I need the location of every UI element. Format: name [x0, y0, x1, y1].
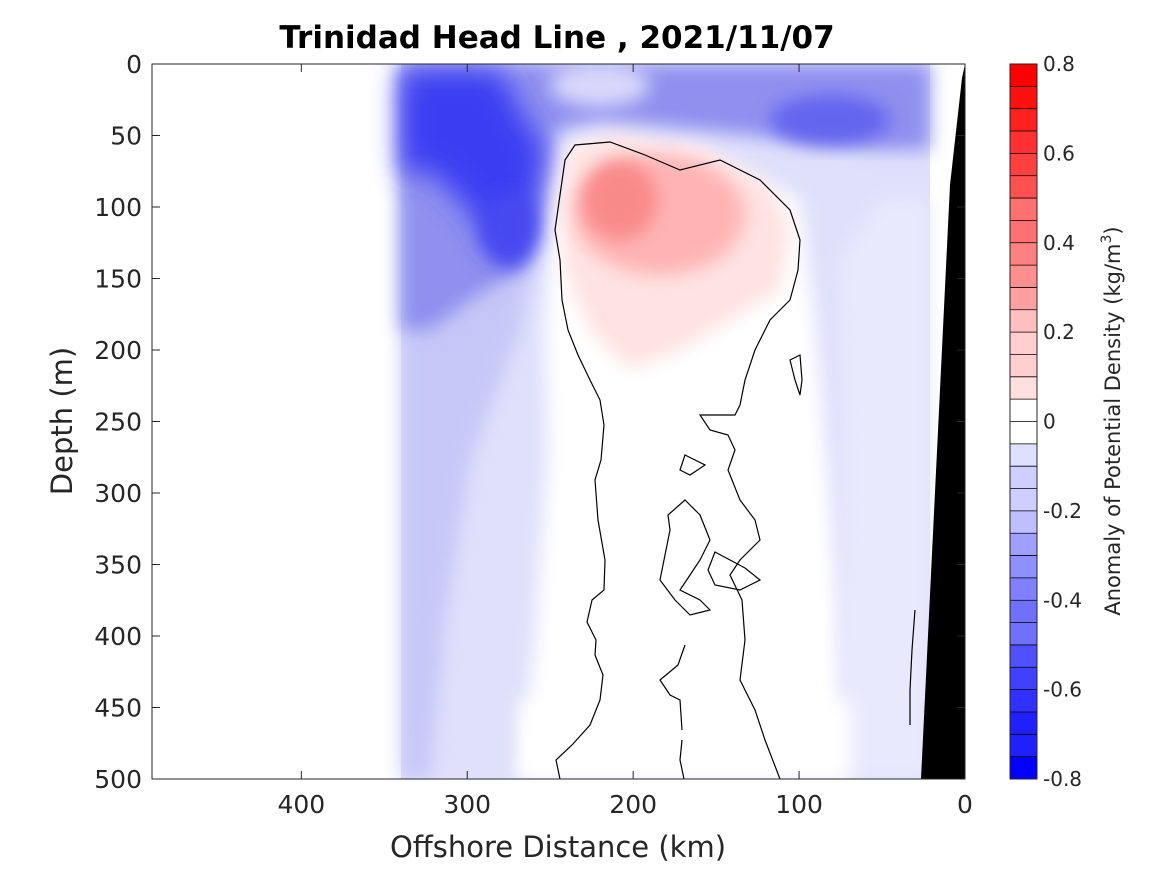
y-tick-label: 250: [94, 408, 142, 437]
colorbar-frame: [1009, 63, 1038, 780]
colorbar-segment: [1010, 131, 1037, 154]
y-tick-label: 300: [94, 479, 142, 508]
x-tick-label: 400: [277, 790, 325, 819]
colorbar: [1009, 63, 1038, 780]
colorbar-segment: [1010, 734, 1037, 758]
colorbar-label: Anomaly of Potential Density (kg/m3): [1099, 226, 1125, 615]
colorbar-segment: [1010, 421, 1037, 445]
anomaly-nearshore-negative-patch: [770, 95, 890, 145]
zero-contour-loop-1: [679, 454, 707, 476]
colorbar-segment: [1010, 466, 1037, 489]
x-tick-label: 200: [609, 790, 657, 819]
y-axis: 0 50 100 150 200 250 300 350 400 450 500: [94, 50, 965, 794]
colorbar-segment: [1010, 711, 1037, 735]
x-axis: 400 300 200 100 0: [277, 64, 973, 819]
x-tick-label: 100: [775, 790, 823, 819]
colorbar-segment: [1010, 622, 1037, 646]
colorbar-segment: [1010, 198, 1037, 221]
zero-contour-loop-2: [659, 499, 712, 616]
colorbar-segment: [1010, 399, 1037, 422]
zero-contour-line-5: [659, 644, 686, 731]
y-tick-label: 350: [94, 551, 142, 580]
colorbar-tick-label: 0.4: [1043, 231, 1075, 255]
colorbar-segment: [1010, 600, 1037, 623]
colorbar-tick-label: -0.4: [1043, 588, 1082, 612]
colorbar-segment: [1010, 577, 1037, 601]
colorbar-tick-label: 0.2: [1043, 320, 1075, 344]
y-tick-label: 50: [110, 122, 142, 151]
x-tick-label: 0: [957, 790, 973, 819]
colorbar-tick-label: -0.2: [1043, 499, 1082, 523]
colorbar-tick-label: 0.8: [1043, 52, 1075, 76]
zero-contour-line-7: [909, 609, 916, 725]
x-tick-label: 300: [443, 790, 491, 819]
colorbar-segment: [1010, 354, 1037, 378]
colorbar-segment: [1010, 689, 1037, 713]
colorbar-tick-label: -0.8: [1043, 767, 1082, 791]
colorbar-label-main: Anomaly of Potential Density (kg/m: [1101, 244, 1125, 616]
colorbar-segment: [1010, 108, 1037, 132]
colorbar-segment: [1010, 64, 1037, 87]
bathymetry-seafloor: [921, 64, 965, 779]
y-tick-label: 500: [94, 765, 142, 794]
colorbar-label-superscript: 3: [1099, 235, 1115, 244]
colorbar-segment: [1010, 533, 1037, 556]
colorbar-segment: [1010, 555, 1037, 579]
colorbar-segment: [1010, 376, 1037, 400]
colorbar-segment: [1010, 667, 1037, 691]
colorbar-segment: [1010, 309, 1037, 333]
anomaly-positive-core: [582, 160, 658, 240]
anomaly-bottom-light-zone: [520, 700, 850, 779]
colorbar-tick-label: -0.6: [1043, 678, 1082, 702]
anomaly-surface-light-patch: [550, 64, 650, 107]
zero-contour-loop-3: [707, 551, 762, 591]
colorbar-segment: [1010, 443, 1037, 467]
y-tick-label: 100: [94, 193, 142, 222]
y-tick-label: 0: [126, 50, 142, 79]
colorbar-ticks: 0.8 0.6 0.4 0.2 0 -0.2 -0.4 -0.6 -0.8: [1043, 52, 1082, 791]
chart-title: Trinidad Head Line , 2021/11/07: [279, 20, 834, 56]
zero-contour-line-6: [679, 739, 685, 780]
colorbar-tick-label: 0: [1043, 410, 1056, 434]
y-axis-label: Depth (m): [45, 347, 79, 495]
colorbar-segment: [1010, 220, 1037, 244]
colorbar-segment: [1010, 644, 1037, 668]
y-tick-label: 200: [94, 336, 142, 365]
x-axis-label: Offshore Distance (km): [390, 830, 726, 864]
zero-contour-main: [554, 141, 801, 780]
colorbar-segment: [1010, 756, 1037, 780]
colorbar-segment: [1010, 510, 1037, 534]
colorbar-segment: [1010, 242, 1037, 266]
zero-contours: [554, 141, 916, 780]
plot-area: [151, 63, 966, 780]
zero-contour-loop-4: [789, 354, 803, 396]
anomaly-nearshore-light-band: [835, 200, 930, 779]
colorbar-segment: [1010, 488, 1037, 512]
y-tick-label: 450: [94, 694, 142, 723]
density-anomaly-field: [401, 64, 930, 779]
colorbar-segment: [1010, 175, 1037, 199]
y-tick-label: 400: [94, 622, 142, 651]
y-tick-label: 150: [94, 265, 142, 294]
colorbar-segment: [1010, 86, 1037, 110]
colorbar-tick-label: 0.6: [1043, 141, 1075, 165]
colorbar-segment: [1010, 287, 1037, 311]
colorbar-label-suffix: ): [1101, 226, 1125, 234]
colorbar-segment: [1010, 265, 1037, 288]
anomaly-subsurface-negative-patch: [482, 192, 538, 268]
colorbar-segment: [1010, 153, 1037, 177]
colorbar-segment: [1010, 332, 1037, 355]
